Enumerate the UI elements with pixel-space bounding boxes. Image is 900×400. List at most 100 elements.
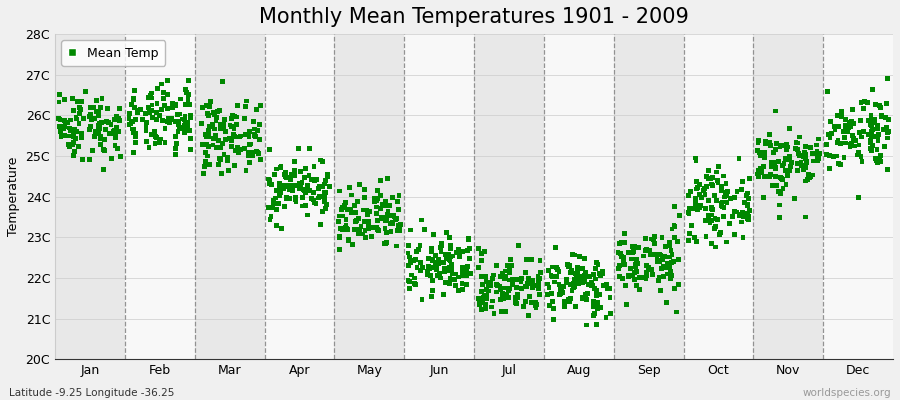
Point [575,296,590,302]
Point [778,182,793,188]
Point [842,143,857,149]
Point [562,262,577,269]
Point [214,144,229,150]
Point [652,258,667,265]
Point [484,279,499,285]
Point [880,166,895,173]
Point [508,294,523,301]
Point [370,187,384,194]
Point [218,116,232,123]
Point [83,104,97,111]
Bar [683,34,753,359]
Point [52,99,67,105]
Point [126,149,140,156]
Point [649,251,663,257]
Point [351,230,365,237]
Point [663,269,678,275]
Point [227,113,241,119]
Point [452,254,466,260]
Point [498,285,512,291]
Point [347,226,362,232]
Point [864,123,878,129]
Point [207,126,221,132]
Point [276,185,291,191]
Point [529,302,544,308]
Point [550,264,564,270]
Point [844,118,859,124]
Point [548,244,562,250]
Point [202,123,217,130]
Point [72,120,86,126]
Point [374,205,388,212]
Point [552,292,566,298]
Point [698,233,713,240]
Point [92,130,106,137]
Point [845,106,859,112]
Legend: Mean Temp: Mean Temp [61,40,166,66]
Point [386,212,400,218]
Point [338,216,353,222]
Point [310,176,324,182]
Point [690,184,705,190]
Point [221,168,236,174]
Point [426,257,440,264]
Point [662,254,677,260]
Point [91,112,105,118]
Point [629,282,643,289]
Point [758,155,772,161]
Point [168,146,183,152]
Point [57,133,71,139]
Point [85,148,99,154]
Point [298,202,312,209]
Point [502,285,517,292]
Point [792,134,806,140]
Point [73,110,87,116]
Point [78,88,93,95]
Point [433,275,447,281]
Point [629,264,643,271]
Point [85,117,99,123]
Point [853,118,868,124]
Point [319,206,333,212]
Point [413,242,428,248]
Point [199,133,213,140]
Point [782,126,796,132]
Point [662,240,677,246]
Point [840,128,854,134]
Point [849,138,863,144]
Point [107,130,122,136]
Point [851,149,866,156]
Point [526,277,540,284]
Point [528,299,543,306]
Point [380,215,394,222]
Point [252,150,266,156]
Point [856,106,870,112]
Point [709,169,724,175]
Point [705,205,719,212]
Point [363,208,377,214]
Point [206,110,220,116]
Point [446,253,460,259]
Point [295,180,310,186]
Point [770,182,784,189]
Point [229,134,243,140]
Point [792,152,806,158]
Point [542,284,556,290]
Point [364,224,379,230]
Point [196,170,211,177]
Point [181,96,195,103]
Point [864,132,878,139]
Point [93,122,107,129]
Point [132,107,147,113]
Point [367,196,382,202]
Point [461,236,475,243]
Point [400,277,415,284]
Point [317,189,331,196]
Point [309,200,323,206]
Point [599,281,614,288]
Point [422,265,436,272]
Point [846,135,860,141]
Point [871,137,886,144]
Point [429,263,444,269]
Point [878,144,892,150]
